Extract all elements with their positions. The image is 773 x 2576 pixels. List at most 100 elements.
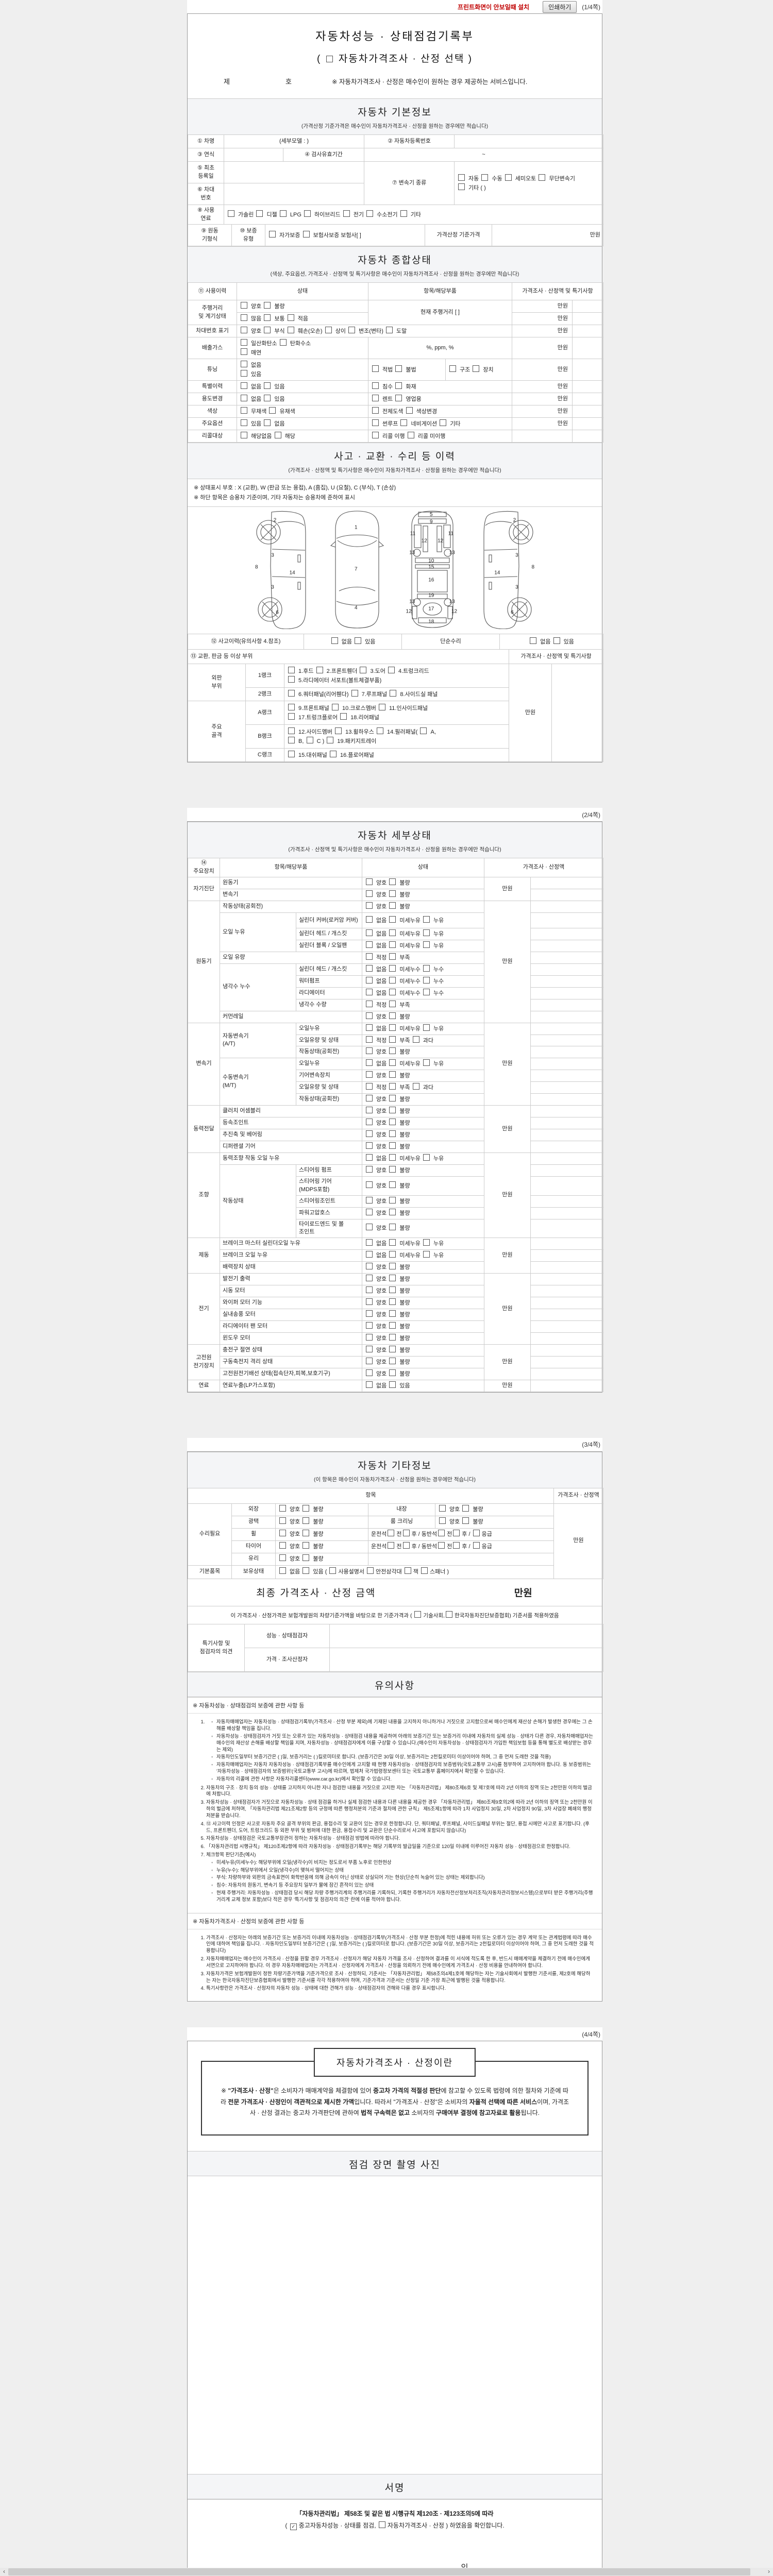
- checkbox[interactable]: [553, 637, 560, 644]
- checkbox[interactable]: [423, 929, 430, 937]
- checkbox[interactable]: [389, 1310, 396, 1317]
- checkbox[interactable]: [366, 1333, 373, 1341]
- checkbox[interactable]: [366, 1345, 373, 1352]
- checkbox[interactable]: [304, 210, 311, 217]
- checkbox[interactable]: [388, 1542, 395, 1549]
- checkbox[interactable]: [366, 941, 373, 948]
- checkbox[interactable]: [376, 727, 383, 734]
- checkbox[interactable]: [279, 338, 287, 346]
- checkbox[interactable]: [372, 394, 379, 401]
- checkbox[interactable]: [414, 1611, 422, 1618]
- checkbox[interactable]: [287, 326, 294, 333]
- checkbox[interactable]: [351, 689, 358, 697]
- checkbox[interactable]: [385, 326, 393, 333]
- checkbox[interactable]: [366, 210, 374, 217]
- checkbox[interactable]: [288, 689, 295, 697]
- checkbox[interactable]: [389, 1298, 396, 1306]
- checkbox[interactable]: [439, 1505, 446, 1512]
- checkbox[interactable]: [389, 1047, 396, 1055]
- checkbox[interactable]: [389, 1071, 396, 1078]
- checkbox[interactable]: [372, 365, 379, 372]
- checkbox[interactable]: [331, 703, 339, 710]
- checkbox[interactable]: [274, 431, 281, 438]
- checkbox[interactable]: [366, 1369, 373, 1376]
- checkbox[interactable]: [355, 637, 362, 644]
- checkbox[interactable]: [279, 1505, 286, 1512]
- checkbox[interactable]: [389, 878, 396, 886]
- checkbox[interactable]: [389, 1224, 396, 1231]
- checkbox[interactable]: [366, 1224, 373, 1231]
- checkbox[interactable]: [279, 210, 287, 217]
- checkbox[interactable]: [366, 1286, 373, 1294]
- checkbox[interactable]: [481, 174, 489, 181]
- checkbox[interactable]: [366, 1251, 373, 1258]
- checkbox[interactable]: [366, 878, 373, 886]
- checkbox[interactable]: [439, 1517, 446, 1524]
- checkbox[interactable]: [402, 1530, 410, 1537]
- checkbox[interactable]: [530, 637, 537, 644]
- checkbox[interactable]: [389, 1275, 396, 1282]
- checkbox[interactable]: [423, 1154, 430, 1161]
- checkbox[interactable]: [366, 1196, 373, 1204]
- horizontal-scrollbar[interactable]: ‹ ›: [0, 2568, 773, 2576]
- checkbox[interactable]: [366, 916, 373, 923]
- checkbox[interactable]: [445, 1611, 452, 1618]
- checkbox[interactable]: [389, 1345, 396, 1352]
- checkbox[interactable]: [389, 1263, 396, 1270]
- checkbox[interactable]: [288, 713, 295, 720]
- checkbox[interactable]: [423, 1239, 430, 1246]
- checkbox[interactable]: [453, 1542, 460, 1549]
- checkbox[interactable]: [378, 703, 385, 710]
- checkbox[interactable]: [406, 406, 413, 414]
- checkbox[interactable]: [400, 210, 407, 217]
- checkbox[interactable]: [329, 750, 337, 757]
- checkbox[interactable]: [290, 2523, 297, 2530]
- checkbox[interactable]: [241, 369, 247, 377]
- checkbox[interactable]: [462, 1505, 469, 1512]
- checkbox[interactable]: [389, 953, 396, 960]
- checkbox[interactable]: [316, 666, 323, 673]
- checkbox[interactable]: [440, 419, 447, 426]
- checkbox[interactable]: [241, 301, 247, 309]
- print-button[interactable]: 인쇄하기: [543, 1, 577, 13]
- checkbox[interactable]: [343, 210, 350, 217]
- checkbox[interactable]: [366, 1142, 373, 1149]
- checkbox[interactable]: [372, 419, 379, 426]
- checkbox[interactable]: [279, 1567, 286, 1574]
- checkbox[interactable]: [389, 1165, 396, 1173]
- checkbox[interactable]: [241, 360, 247, 367]
- checkbox[interactable]: [389, 890, 396, 897]
- checkbox[interactable]: [306, 736, 313, 743]
- checkbox[interactable]: [400, 419, 408, 426]
- checkbox[interactable]: [389, 1286, 396, 1294]
- checkbox[interactable]: [389, 1000, 396, 1007]
- checkbox[interactable]: [367, 1567, 374, 1574]
- checkbox[interactable]: [420, 727, 427, 734]
- checkbox[interactable]: [389, 1357, 396, 1364]
- checkbox[interactable]: [366, 1024, 373, 1031]
- checkbox[interactable]: [288, 750, 295, 757]
- checkbox[interactable]: [366, 1298, 373, 1306]
- checkbox[interactable]: [303, 1517, 310, 1524]
- checkbox[interactable]: [288, 703, 295, 710]
- checkbox[interactable]: [366, 1310, 373, 1317]
- checkbox[interactable]: [505, 174, 512, 181]
- checkbox[interactable]: [366, 1107, 373, 1114]
- checkbox[interactable]: [326, 56, 333, 62]
- checkbox[interactable]: [366, 1165, 373, 1173]
- checkbox[interactable]: [288, 675, 295, 683]
- checkbox[interactable]: [423, 1251, 430, 1258]
- checkbox[interactable]: [366, 1239, 373, 1246]
- checkbox[interactable]: [389, 1095, 396, 1102]
- checkbox[interactable]: [423, 964, 430, 972]
- checkbox[interactable]: [407, 431, 414, 438]
- scroll-right-arrow-icon[interactable]: ›: [765, 2568, 773, 2576]
- checkbox[interactable]: [366, 1036, 373, 1043]
- checkbox[interactable]: [269, 406, 276, 414]
- checkbox[interactable]: [395, 394, 402, 401]
- checkbox[interactable]: [389, 1083, 396, 1090]
- checkbox[interactable]: [388, 1530, 395, 1537]
- checkbox[interactable]: [335, 727, 342, 734]
- checkbox[interactable]: [366, 929, 373, 937]
- checkbox[interactable]: [372, 431, 379, 438]
